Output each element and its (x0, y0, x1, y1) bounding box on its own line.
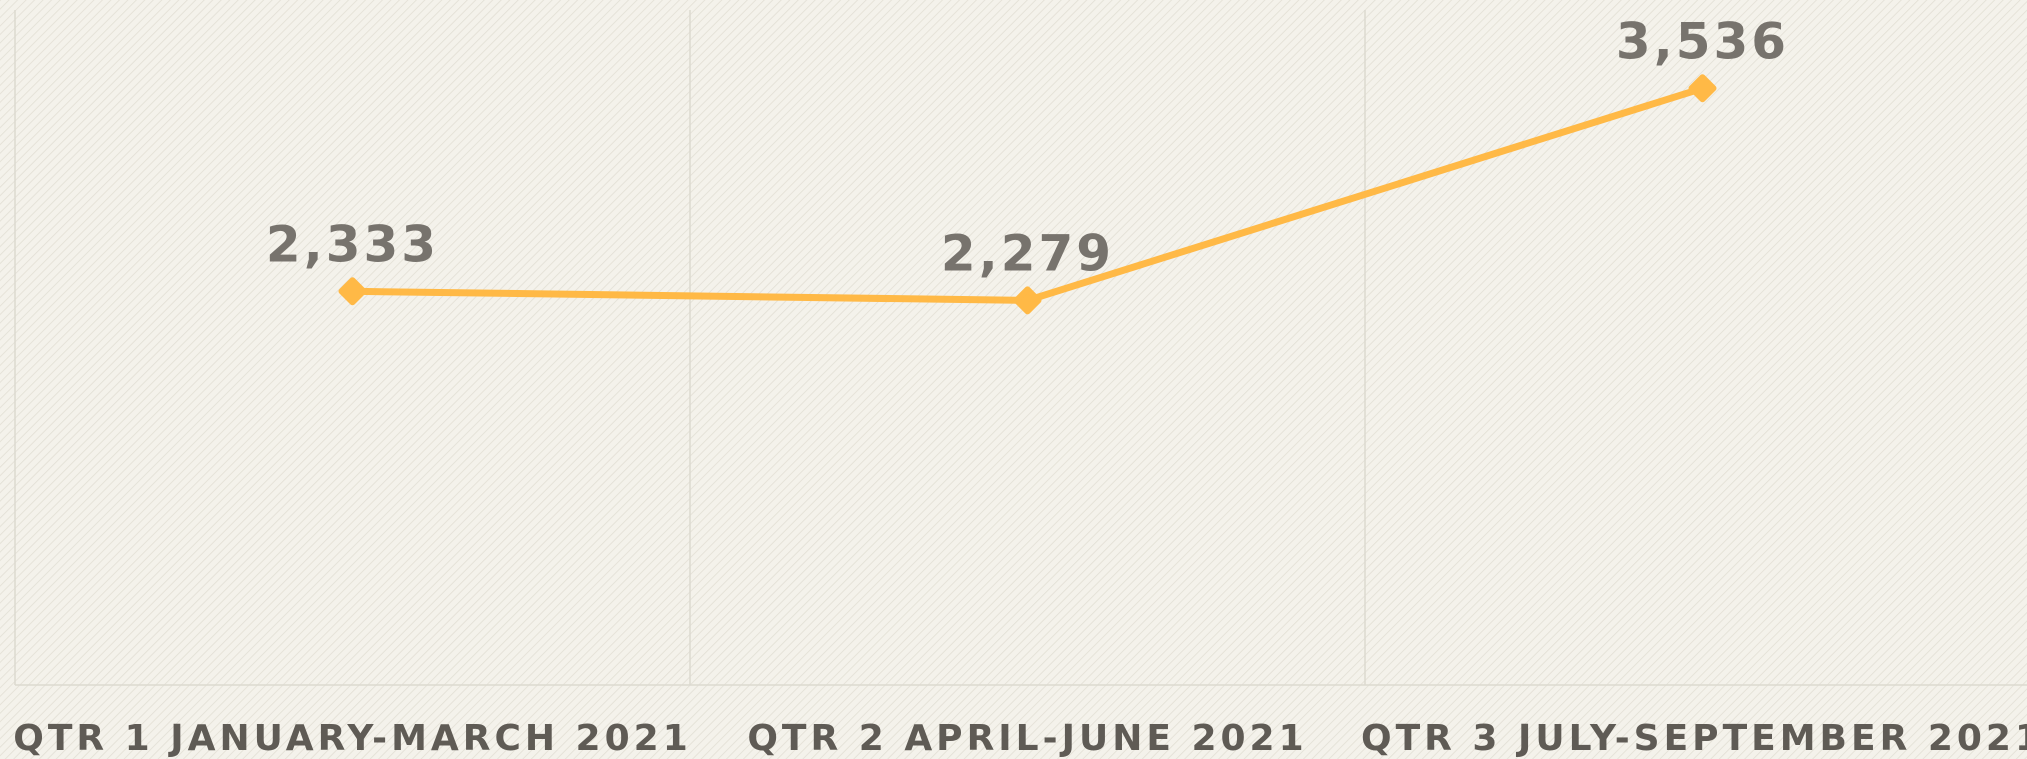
data-label: 3,536 (1616, 12, 1789, 70)
data-label: 2,279 (941, 224, 1114, 282)
marker (1688, 74, 1717, 103)
x-tick-label: QTR 1 JANUARY-MARCH 2021 (13, 718, 692, 759)
x-tick-label: QTR 2 APRIL-JUNE 2021 (747, 718, 1307, 759)
marker (338, 277, 367, 306)
marker (1013, 286, 1042, 315)
x-tick-label: QTR 3 JULY-SEPTEMBER 2021 (1361, 718, 2027, 759)
data-label: 2,333 (266, 215, 439, 273)
